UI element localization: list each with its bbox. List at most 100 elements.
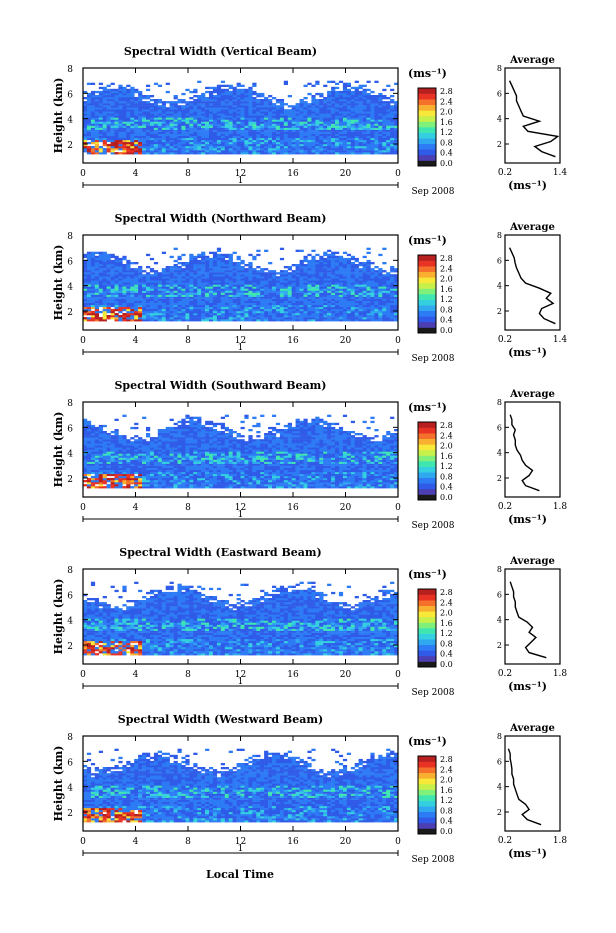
heatmap-cell <box>229 272 233 274</box>
heatmap-cell <box>382 138 386 140</box>
heatmap-cell <box>292 274 296 276</box>
heatmap-cell <box>185 128 189 130</box>
heatmap-cell <box>103 142 107 144</box>
heatmap-cell <box>217 286 221 288</box>
heatmap-cell <box>252 291 256 293</box>
heatmap-cell <box>229 109 233 111</box>
heatmap-cell <box>233 144 237 146</box>
heatmap-cell <box>189 307 193 309</box>
heatmap-cell <box>237 293 241 295</box>
heatmap-cell <box>331 140 335 142</box>
heatmap-cell <box>115 309 119 311</box>
heatmap-cell <box>99 258 103 260</box>
heatmap-cell <box>91 103 95 105</box>
heatmap-cell <box>367 303 371 305</box>
heatmap-cell <box>327 254 331 256</box>
heatmap-cell <box>213 301 217 303</box>
heatmap-cell <box>150 299 154 301</box>
heatmap-cell <box>284 319 288 321</box>
heatmap-cell <box>197 291 201 293</box>
heatmap-cell <box>359 289 363 291</box>
heatmap-cell <box>130 299 134 301</box>
heatmap-cell <box>311 107 315 109</box>
heatmap-cell <box>201 303 205 305</box>
heatmap-cell <box>229 113 233 115</box>
heatmap-cell <box>367 305 371 307</box>
heatmap-cell <box>268 144 272 146</box>
heatmap-cell <box>315 317 319 319</box>
heatmap-cell <box>311 124 315 126</box>
heatmap-cell <box>331 282 335 284</box>
heatmap-cell <box>374 293 378 295</box>
heatmap-cell <box>225 268 229 270</box>
heatmap-cell <box>83 431 87 433</box>
heatmap-cell <box>370 138 374 140</box>
heatmap-cell <box>162 315 166 317</box>
heatmap-cell <box>118 111 122 113</box>
heatmap-cell <box>319 134 323 136</box>
heatmap-cell <box>138 93 142 95</box>
heatmap-cell <box>351 317 355 319</box>
heatmap-cell <box>296 138 300 140</box>
heatmap-cell <box>347 107 351 109</box>
heatmap-cell <box>138 91 142 93</box>
heatmap-cell <box>126 138 130 140</box>
heatmap-cell <box>95 303 99 305</box>
heatmap-cell <box>174 148 178 150</box>
heatmap-cell <box>307 309 311 311</box>
heatmap-cell <box>327 124 331 126</box>
heatmap-cell <box>229 319 233 321</box>
heatmap-cell <box>138 105 142 107</box>
heatmap-cell <box>193 109 197 111</box>
heatmap-cell <box>315 132 319 134</box>
heatmap-cell <box>244 91 248 93</box>
heatmap-cell <box>272 136 276 138</box>
heatmap-cell <box>95 134 99 136</box>
heatmap-cell <box>103 111 107 113</box>
heatmap-cell <box>213 262 217 264</box>
heatmap-cell <box>221 99 225 101</box>
heatmap-cell <box>237 291 241 293</box>
heatmap-cell <box>138 103 142 105</box>
heatmap-cell <box>276 128 280 130</box>
colorbar-swatch <box>418 94 436 100</box>
heatmap-cell <box>331 97 335 99</box>
heatmap-cell <box>134 103 138 105</box>
heatmap-cell <box>323 134 327 136</box>
heatmap-cell <box>158 152 162 154</box>
heatmap-cell <box>359 274 363 276</box>
heatmap-cell <box>87 272 91 274</box>
heatmap-cell <box>280 311 284 313</box>
heatmap-cell <box>339 256 343 258</box>
heatmap-cell <box>233 126 237 128</box>
heatmap-cell <box>244 278 248 280</box>
heatmap-cell <box>99 303 103 305</box>
heatmap-cell <box>225 146 229 148</box>
heatmap-cell <box>181 132 185 134</box>
heatmap-cell <box>201 136 205 138</box>
heatmap-cell <box>174 286 178 288</box>
heatmap-cell <box>83 276 87 278</box>
heatmap-cell <box>248 91 252 93</box>
heatmap-cell <box>134 268 138 270</box>
heatmap-cell <box>103 150 107 152</box>
heatmap-cell <box>126 266 130 268</box>
heatmap-cell <box>166 150 170 152</box>
heatmap-cell <box>292 109 296 111</box>
heatmap-cell <box>83 297 87 299</box>
heatmap-cell <box>111 144 115 146</box>
heatmap-cell <box>142 103 146 105</box>
heatmap-cell <box>272 126 276 128</box>
heatmap-cell <box>181 142 185 144</box>
heatmap-cell <box>307 107 311 109</box>
heatmap-cell <box>288 278 292 280</box>
heatmap-cell <box>307 140 311 142</box>
heatmap-cell <box>382 107 386 109</box>
heatmap-cell <box>178 130 182 132</box>
heatmap-cell <box>241 289 245 291</box>
heatmap-cell <box>122 146 126 148</box>
heatmap-cell <box>209 260 213 262</box>
heatmap-cell <box>233 284 237 286</box>
heatmap-cell <box>99 103 103 105</box>
heatmap-cell <box>181 289 185 291</box>
